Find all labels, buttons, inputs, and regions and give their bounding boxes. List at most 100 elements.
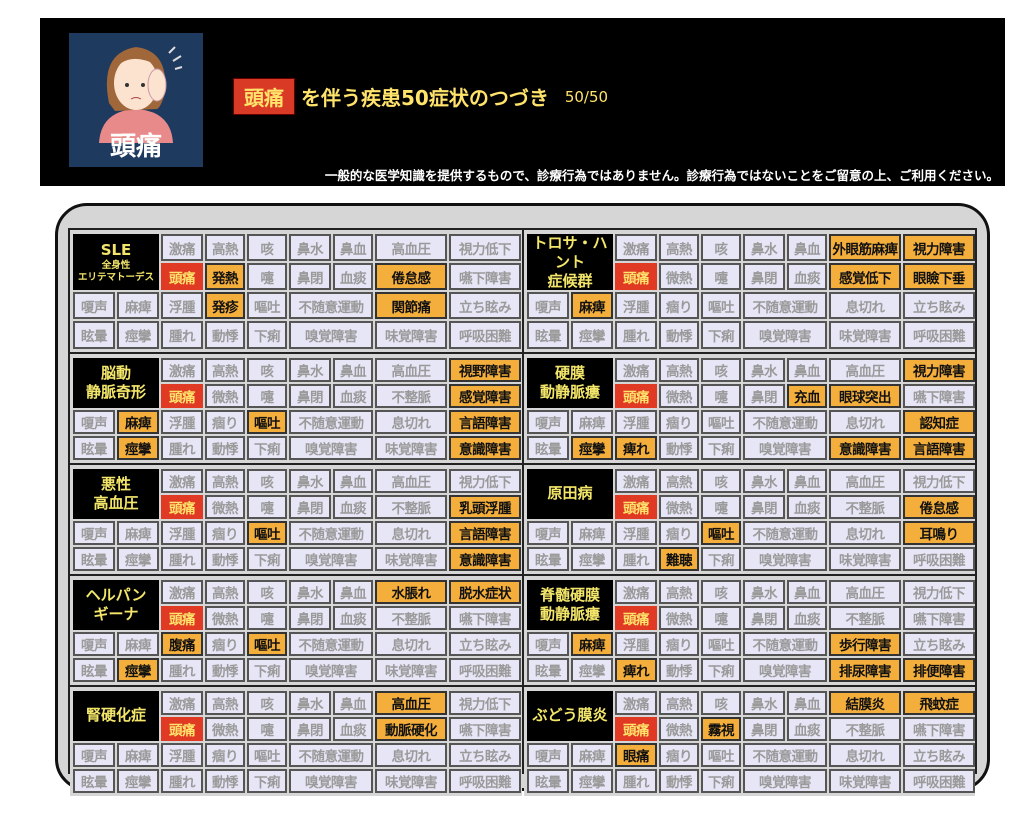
symptom-cell-main[interactable]: 頭痛 bbox=[161, 605, 203, 630]
symptom-cell[interactable]: 嚏 bbox=[701, 605, 741, 630]
symptom-cell[interactable]: 鼻血 bbox=[787, 690, 827, 715]
symptom-cell[interactable]: 高熱 bbox=[205, 468, 245, 493]
symptom-cell[interactable]: 鼻水 bbox=[743, 579, 785, 604]
symptom-cell-highlighted[interactable]: 動脈硬化 bbox=[375, 716, 447, 741]
symptom-cell-highlighted[interactable]: 眼球突出 bbox=[829, 383, 901, 408]
symptom-cell[interactable]: 息切れ bbox=[375, 631, 447, 656]
symptom-cell[interactable]: 嗄声 bbox=[527, 631, 569, 656]
symptom-cell[interactable]: 咳 bbox=[701, 357, 741, 382]
symptom-cell-highlighted[interactable]: 嘔吐 bbox=[247, 520, 287, 545]
symptom-cell[interactable]: 下痢 bbox=[701, 321, 741, 349]
symptom-cell[interactable]: 嗅覚障害 bbox=[743, 768, 827, 793]
symptom-cell[interactable]: 嗅覚障害 bbox=[743, 321, 827, 349]
symptom-cell[interactable]: 痼り bbox=[659, 742, 699, 767]
symptom-cell[interactable]: 下痢 bbox=[701, 768, 741, 793]
symptom-cell[interactable]: 痼り bbox=[659, 409, 699, 434]
symptom-cell[interactable]: 咳 bbox=[247, 357, 287, 382]
symptom-cell[interactable]: 咳 bbox=[247, 468, 287, 493]
symptom-cell[interactable]: 不随意運動 bbox=[743, 631, 827, 656]
symptom-cell[interactable]: 腫れ bbox=[161, 657, 203, 682]
symptom-cell[interactable]: 眩暈 bbox=[73, 321, 115, 349]
symptom-cell[interactable]: 息切れ bbox=[375, 742, 447, 767]
symptom-cell[interactable]: 息切れ bbox=[375, 520, 447, 545]
symptom-cell[interactable]: 眩暈 bbox=[527, 321, 569, 349]
symptom-cell[interactable]: 視力低下 bbox=[449, 690, 521, 715]
symptom-cell-main[interactable]: 頭痛 bbox=[615, 605, 657, 630]
symptom-cell[interactable]: 咳 bbox=[701, 468, 741, 493]
symptom-cell[interactable]: 高血圧 bbox=[375, 468, 447, 493]
symptom-cell[interactable]: 眩暈 bbox=[527, 435, 569, 460]
symptom-cell[interactable]: 嚏 bbox=[247, 383, 287, 408]
symptom-cell[interactable]: 麻痺 bbox=[571, 409, 613, 434]
symptom-cell[interactable]: 嗄声 bbox=[527, 292, 569, 320]
symptom-cell[interactable]: 視力低下 bbox=[449, 234, 521, 262]
symptom-cell[interactable]: 嚥下障害 bbox=[903, 716, 975, 741]
symptom-cell[interactable]: 鼻水 bbox=[289, 357, 331, 382]
symptom-cell[interactable]: 不整脈 bbox=[375, 494, 447, 519]
disease-name[interactable]: ぶどう膜炎 bbox=[527, 690, 613, 741]
symptom-cell[interactable]: 鼻水 bbox=[743, 468, 785, 493]
symptom-cell[interactable]: 味覚障害 bbox=[829, 321, 901, 349]
symptom-cell[interactable]: 嗅覚障害 bbox=[743, 435, 827, 460]
symptom-cell[interactable]: 不整脈 bbox=[829, 605, 901, 630]
symptom-cell[interactable]: 咳 bbox=[247, 579, 287, 604]
symptom-cell-highlighted[interactable]: 意識障害 bbox=[449, 435, 521, 460]
symptom-cell-highlighted[interactable]: 歩行障害 bbox=[829, 631, 901, 656]
symptom-cell[interactable]: 眩暈 bbox=[73, 435, 115, 460]
symptom-cell-highlighted[interactable]: 霧視 bbox=[701, 716, 741, 741]
symptom-cell[interactable]: 高熱 bbox=[659, 357, 699, 382]
symptom-cell[interactable]: 血痰 bbox=[787, 716, 827, 741]
symptom-cell[interactable]: 嗅覚障害 bbox=[743, 657, 827, 682]
symptom-cell[interactable]: 腫れ bbox=[615, 321, 657, 349]
disease-name[interactable]: 硬膜 動静脈瘻 bbox=[527, 357, 613, 408]
symptom-cell-highlighted[interactable]: 麻痺 bbox=[571, 631, 613, 656]
symptom-cell[interactable]: 鼻血 bbox=[787, 357, 827, 382]
symptom-cell[interactable]: 鼻閉 bbox=[289, 263, 331, 291]
symptom-cell[interactable]: 痙攣 bbox=[117, 321, 159, 349]
symptom-cell-highlighted[interactable]: 意識障害 bbox=[449, 546, 521, 571]
symptom-cell[interactable]: 鼻血 bbox=[787, 579, 827, 604]
symptom-cell-highlighted[interactable]: 認知症 bbox=[903, 409, 975, 434]
symptom-cell[interactable]: 鼻水 bbox=[289, 579, 331, 604]
symptom-cell[interactable]: 激痛 bbox=[161, 357, 203, 382]
symptom-cell-highlighted[interactable]: 感覚低下 bbox=[829, 263, 901, 291]
symptom-cell[interactable]: 鼻閉 bbox=[289, 605, 331, 630]
symptom-cell[interactable]: 眩暈 bbox=[527, 768, 569, 793]
symptom-cell[interactable]: 痼り bbox=[205, 520, 245, 545]
symptom-cell-highlighted[interactable]: 飛蚊症 bbox=[903, 690, 975, 715]
symptom-cell[interactable]: 鼻水 bbox=[743, 234, 785, 262]
symptom-cell[interactable]: 嚏 bbox=[247, 494, 287, 519]
symptom-cell[interactable]: 麻痺 bbox=[117, 742, 159, 767]
symptom-cell[interactable]: 咳 bbox=[701, 579, 741, 604]
symptom-cell[interactable]: 鼻血 bbox=[333, 690, 373, 715]
symptom-cell[interactable]: 痼り bbox=[205, 409, 245, 434]
symptom-cell[interactable]: 高熱 bbox=[205, 579, 245, 604]
symptom-cell[interactable]: 血痰 bbox=[787, 263, 827, 291]
symptom-cell-highlighted[interactable]: 痙攣 bbox=[571, 435, 613, 460]
symptom-cell[interactable]: 麻痺 bbox=[117, 292, 159, 320]
symptom-cell-highlighted[interactable]: 結膜炎 bbox=[829, 690, 901, 715]
symptom-cell[interactable]: 嚏 bbox=[701, 494, 741, 519]
symptom-cell-highlighted[interactable]: 発熱 bbox=[205, 263, 245, 291]
symptom-cell[interactable]: 浮腫 bbox=[161, 292, 203, 320]
symptom-cell-highlighted[interactable]: 痙攣 bbox=[117, 435, 159, 460]
symptom-cell[interactable]: 腫れ bbox=[161, 435, 203, 460]
symptom-cell[interactable]: 激痛 bbox=[161, 468, 203, 493]
symptom-cell[interactable]: 味覚障害 bbox=[375, 657, 447, 682]
symptom-cell[interactable]: 不随意運動 bbox=[743, 292, 827, 320]
symptom-cell[interactable]: 嗅覚障害 bbox=[289, 435, 373, 460]
symptom-cell[interactable]: 呼吸困難 bbox=[903, 768, 975, 793]
symptom-cell[interactable]: 立ち眩み bbox=[903, 631, 975, 656]
symptom-cell[interactable]: 鼻水 bbox=[743, 690, 785, 715]
symptom-cell-main[interactable]: 頭痛 bbox=[161, 263, 203, 291]
symptom-cell[interactable]: 麻痺 bbox=[117, 631, 159, 656]
symptom-cell[interactable]: 咳 bbox=[247, 690, 287, 715]
symptom-cell-highlighted[interactable]: 高血圧 bbox=[375, 690, 447, 715]
symptom-cell[interactable]: 呼吸困難 bbox=[449, 657, 521, 682]
symptom-cell[interactable]: 視力低下 bbox=[449, 468, 521, 493]
symptom-cell[interactable]: 立ち眩み bbox=[449, 631, 521, 656]
symptom-cell[interactable]: 下痢 bbox=[701, 546, 741, 571]
symptom-cell[interactable]: 鼻血 bbox=[787, 234, 827, 262]
symptom-cell[interactable]: 息切れ bbox=[829, 520, 901, 545]
symptom-cell-highlighted[interactable]: 倦怠感 bbox=[375, 263, 447, 291]
